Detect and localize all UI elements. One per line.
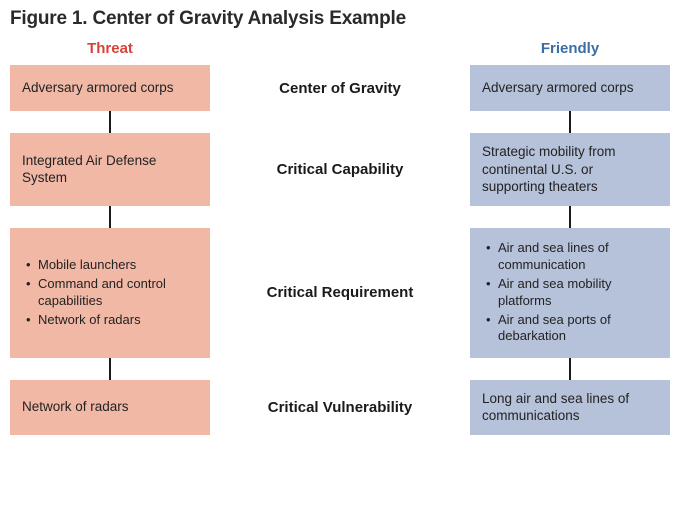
connector-line [569, 111, 571, 133]
threat-vulnerability-text: Network of radars [22, 398, 198, 416]
diagram-grid: Threat Friendly Adversary armored corps … [10, 40, 670, 435]
list-item: Network of radars [26, 312, 198, 329]
row-label-cog: Center of Gravity [230, 65, 450, 111]
friendly-cog-box: Adversary armored corps [470, 65, 670, 111]
center-spacer-2 [230, 358, 450, 380]
threat-connector-2 [10, 358, 210, 380]
center-header-spacer [230, 40, 450, 65]
friendly-requirement-box: Air and sea lines of communication Air a… [470, 228, 670, 358]
connector-line [109, 206, 111, 228]
connector-line [569, 206, 571, 228]
connector-line [569, 358, 571, 380]
friendly-vulnerability-text: Long air and sea lines of communications [482, 390, 658, 425]
threat-requirement-list: Mobile launchers Command and control cap… [22, 255, 198, 331]
friendly-connector-0 [470, 111, 670, 133]
friendly-capability-box: Strategic mobility from continental U.S.… [470, 133, 670, 206]
threat-column-header: Threat [10, 40, 210, 65]
row-label-vulnerability: Critical Vulnerability [230, 380, 450, 435]
figure-title: Figure 1. Center of Gravity Analysis Exa… [10, 8, 670, 30]
connector-line [109, 111, 111, 133]
threat-capability-box: Integrated Air Defense System [10, 133, 210, 206]
list-item: Command and control capabilities [26, 276, 198, 310]
friendly-column-header: Friendly [470, 40, 670, 65]
friendly-cog-text: Adversary armored corps [482, 79, 658, 97]
row-label-capability: Critical Capability [230, 133, 450, 206]
friendly-connector-1 [470, 206, 670, 228]
row-label-requirement: Critical Requirement [230, 228, 450, 358]
center-spacer-0 [230, 111, 450, 133]
list-item: Air and sea lines of communication [486, 240, 658, 274]
list-item: Mobile launchers [26, 257, 198, 274]
friendly-requirement-list: Air and sea lines of communication Air a… [482, 238, 658, 347]
connector-line [109, 358, 111, 380]
threat-capability-text: Integrated Air Defense System [22, 152, 198, 187]
friendly-capability-text: Strategic mobility from continental U.S.… [482, 143, 658, 196]
list-item: Air and sea mobility platforms [486, 276, 658, 310]
threat-connector-0 [10, 111, 210, 133]
friendly-vulnerability-box: Long air and sea lines of communications [470, 380, 670, 435]
center-spacer-1 [230, 206, 450, 228]
threat-connector-1 [10, 206, 210, 228]
list-item: Air and sea ports of debarkation [486, 312, 658, 346]
threat-vulnerability-box: Network of radars [10, 380, 210, 435]
friendly-connector-2 [470, 358, 670, 380]
threat-requirement-box: Mobile launchers Command and control cap… [10, 228, 210, 358]
threat-cog-text: Adversary armored corps [22, 79, 198, 97]
threat-cog-box: Adversary armored corps [10, 65, 210, 111]
